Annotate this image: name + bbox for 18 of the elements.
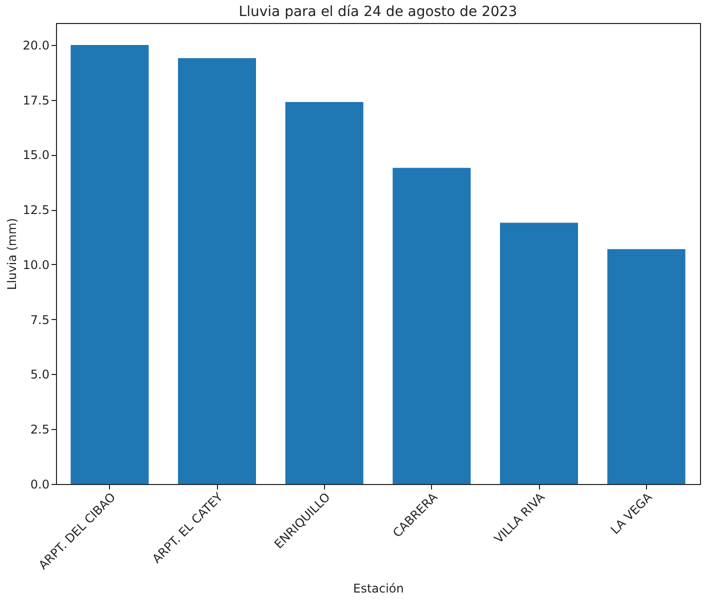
bar (178, 58, 256, 484)
y-tick-label: 2.5 (30, 422, 50, 437)
y-tick-label: 20.0 (22, 38, 50, 52)
bar (607, 249, 686, 484)
y-tick-label: 12.5 (22, 203, 50, 218)
y-tick-label: 0.0 (30, 478, 50, 492)
bar (285, 102, 364, 484)
bar (392, 168, 471, 484)
y-tick-label: 17.5 (22, 93, 50, 108)
y-axis-title: Lluvia (mm) (4, 218, 19, 290)
bar (70, 44, 149, 484)
y-tick-label: 10.0 (22, 258, 50, 272)
chart-title: Lluvia para el día 24 de agosto de 2023 (238, 4, 518, 20)
y-tick-label: 15.0 (22, 148, 50, 162)
y-tick-label: 5.0 (30, 368, 50, 382)
y-tick-label: 7.5 (30, 312, 50, 327)
bar (500, 222, 578, 484)
x-axis-title: Estación (353, 582, 404, 596)
